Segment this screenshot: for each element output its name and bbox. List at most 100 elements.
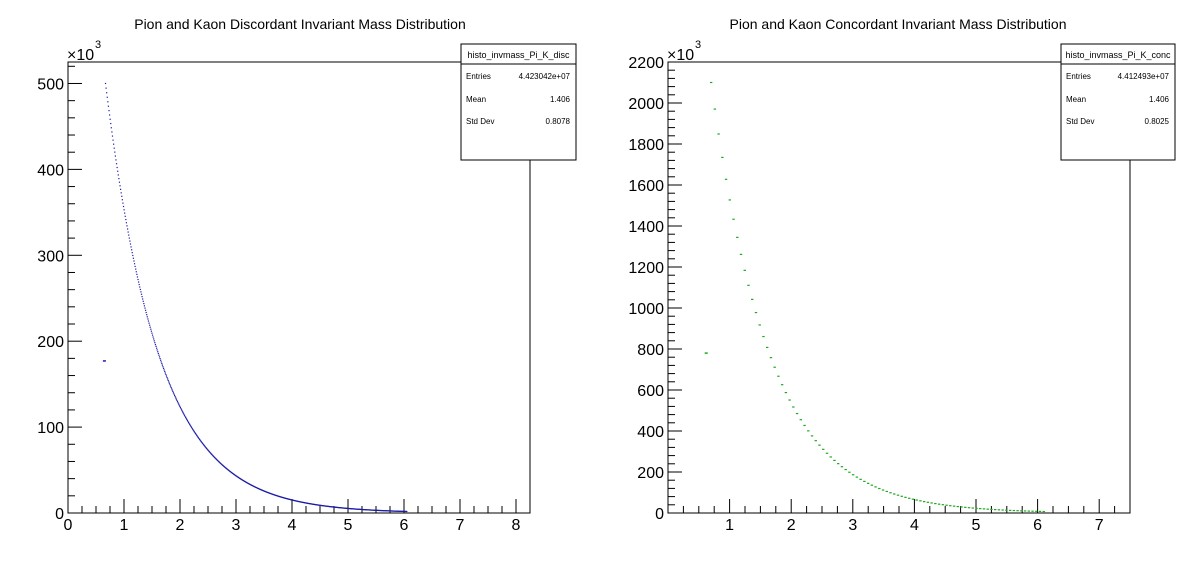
data-point <box>106 96 108 98</box>
stats-name: histo_invmass_Pi_K_conc <box>1065 50 1171 60</box>
data-point <box>191 427 193 429</box>
stats-box-frame <box>1060 43 1176 161</box>
axes: 0 1 2 3 4 5 6 7 8 0 100 200 300 400 500 <box>37 65 531 534</box>
data-point <box>164 370 166 373</box>
data-point <box>140 293 143 295</box>
y-tick-label: 600 <box>637 383 664 400</box>
data-point <box>139 288 141 291</box>
data-point <box>192 429 194 431</box>
data-point <box>153 338 155 340</box>
data-point <box>137 278 139 281</box>
data-point <box>178 404 180 406</box>
data-point <box>110 122 112 125</box>
data-point <box>189 424 191 426</box>
discordant-chart: Pion and Kaon Discordant Invariant Mass … <box>37 16 577 534</box>
data-point <box>193 431 195 433</box>
data-point <box>112 139 114 141</box>
data-point <box>165 373 167 376</box>
data-point <box>159 358 161 360</box>
data-point <box>124 215 126 217</box>
data-point <box>123 209 125 211</box>
data-point <box>206 448 208 450</box>
data-point <box>170 386 172 389</box>
y-tick-label: 2200 <box>628 55 664 72</box>
data-point <box>111 131 113 133</box>
data-point <box>189 423 191 425</box>
data-point <box>127 231 129 233</box>
stats-entries-value: 4.423042e+07 <box>519 72 571 81</box>
data-point <box>147 320 150 322</box>
data-point <box>126 228 129 230</box>
data-point <box>172 392 175 394</box>
data-point <box>158 354 160 356</box>
data-point <box>163 369 165 371</box>
stats-box-frame <box>460 43 577 161</box>
x-tick-label: 5 <box>972 517 981 534</box>
y-tick-label: 500 <box>37 76 64 93</box>
data-point <box>205 447 207 449</box>
data-point <box>207 449 209 451</box>
x-tick-label: 1 <box>120 517 129 534</box>
y-tick-label: 100 <box>37 420 64 437</box>
stats-box: histo_invmass_Pi_K_disc Entries 4.423042… <box>460 43 577 161</box>
x-tick-label: 3 <box>848 517 857 534</box>
stats-mean-label: Mean <box>466 95 486 104</box>
data-point <box>155 345 157 347</box>
data-point <box>200 440 202 442</box>
stats-box: histo_invmass_Pi_K_conc Entries 4.412493… <box>1060 43 1176 161</box>
data-point <box>153 340 155 342</box>
data-point <box>107 105 110 107</box>
data-point <box>124 212 126 214</box>
data-point <box>139 286 141 288</box>
chart-title: Pion and Kaon Concordant Invariant Mass … <box>730 16 1067 32</box>
y-multiplier: ×10 <box>667 47 694 64</box>
data-point <box>116 166 118 169</box>
data-point <box>147 318 149 320</box>
data-point <box>156 347 158 349</box>
data-point <box>129 240 131 242</box>
x-tick-label: 7 <box>456 517 465 534</box>
data-point <box>196 434 198 436</box>
data-point <box>160 359 162 361</box>
data-point <box>204 445 206 447</box>
data-point <box>121 199 123 201</box>
x-tick-label: 4 <box>910 517 919 534</box>
data-point <box>182 412 184 414</box>
data-point <box>180 409 183 411</box>
data-point <box>126 225 128 227</box>
data-point <box>185 417 187 419</box>
data-point <box>194 432 197 435</box>
data-point <box>157 351 159 353</box>
y-tick-label: 1800 <box>628 137 664 154</box>
axes: 1 2 3 4 5 6 7 0 200 400 600 800 1000 1200 1400 1600 1800… <box>628 55 1131 534</box>
y-multiplier-exponent: 3 <box>95 39 101 51</box>
data-point <box>106 92 108 94</box>
x-tick-label: 8 <box>512 517 521 534</box>
y-tick-label: 0 <box>655 506 664 523</box>
data-point <box>173 394 176 396</box>
data-point <box>198 437 200 440</box>
data-point <box>164 372 166 374</box>
data-point <box>200 441 202 443</box>
data-point <box>212 455 215 457</box>
data-point <box>146 316 148 318</box>
data-point <box>131 252 133 254</box>
data-point <box>208 450 210 452</box>
data-point <box>169 385 172 387</box>
data-point <box>125 218 127 221</box>
data-point <box>179 406 182 409</box>
x-tick-label: 5 <box>344 517 353 534</box>
data-point <box>108 110 110 112</box>
data-point <box>114 155 116 157</box>
data-point <box>205 447 208 449</box>
x-tick-label: 2 <box>176 517 185 534</box>
y-tick-label: 300 <box>37 248 64 265</box>
data-point <box>175 398 177 400</box>
data-point <box>197 437 200 439</box>
data-point <box>167 379 169 382</box>
data-point <box>151 334 154 336</box>
data-point <box>171 389 173 391</box>
data-point <box>140 291 142 293</box>
data-point <box>144 309 147 311</box>
concordant-chart: Pion and Kaon Concordant Invariant Mass … <box>628 16 1176 534</box>
